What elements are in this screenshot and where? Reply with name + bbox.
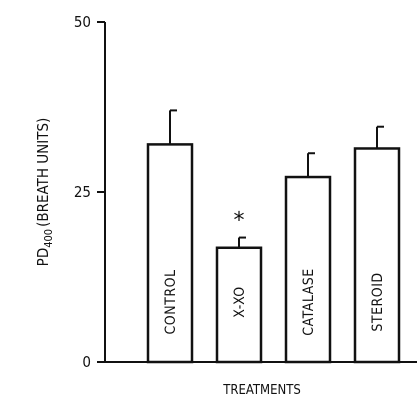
- y-tick-label: 50: [74, 13, 91, 31]
- y-axis-title-rest: (BREATH UNITS): [34, 118, 52, 227]
- y-tick-label: 25: [74, 183, 91, 201]
- bar-catalase: [284, 175, 332, 364]
- bar-steroid: [353, 147, 401, 364]
- x-axis-title: TREATMENTS: [222, 383, 301, 398]
- bar-x-xo: [215, 246, 263, 364]
- y-axis-title-base: PD: [34, 248, 52, 267]
- bar-category-label: STEROID: [370, 272, 386, 331]
- y-axis-title-subscript: 400: [42, 229, 55, 248]
- bar-category-label: CONTROL: [163, 270, 179, 335]
- bars: CONTROL X-XO * CATALASE STEROID: [146, 109, 401, 364]
- bar-category-label: CATALASE: [301, 268, 317, 335]
- significance-annotation: *: [234, 209, 245, 234]
- y-axis-title: PD400 (BREATH UNITS): [34, 118, 55, 267]
- y-tick-label: 0: [82, 353, 91, 371]
- y-ticks: 0 25 50: [74, 13, 105, 371]
- bar-category-label: X-XO: [232, 286, 248, 317]
- bar-control: [146, 143, 194, 364]
